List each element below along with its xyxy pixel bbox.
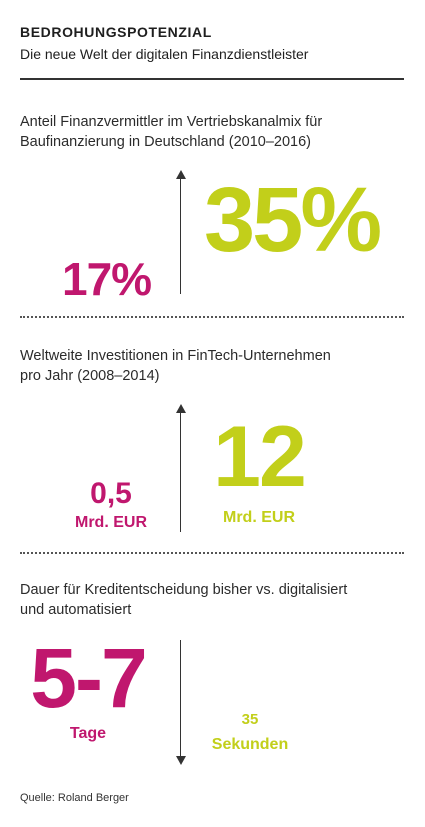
section-3-after-value: 35 [241,711,259,728]
source-note: Quelle: Roland Berger [20,792,129,804]
page-title: BEDROHUNGSPOTENZIAL [20,24,212,40]
section-3-before-unit: Tage [69,725,107,742]
section-1-before-value: 17% [62,253,152,305]
section-3-description: Dauer für Kreditentscheidung bisher vs. … [20,580,410,620]
section-2-description: Weltweite Investitionen in FinTech-Unter… [20,346,410,386]
section-1-description-line-1: Anteil Finanzvermittler im Vertriebskana… [20,114,323,130]
page-subtitle: Die neue Welt der digitalen Finanzdienst… [20,46,309,62]
arrow-up-icon [176,170,186,179]
section-2-before-unit: Mrd. EUR [75,514,147,531]
section-2-axis-line [180,412,181,532]
section-3-description-line-2: und automatisiert [20,602,132,618]
section-3-description-line-1: Dauer für Kreditentscheidung bisher vs. … [20,582,348,598]
arrow-up-icon [176,404,186,413]
section-divider-2 [20,552,404,554]
section-2-after-unit: Mrd. EUR [223,509,295,526]
header-divider [20,78,404,80]
section-1-axis-line [180,178,181,294]
section-divider-1 [20,316,404,318]
section-2-description-line-2: pro Jahr (2008–2014) [20,368,160,384]
section-1-description: Anteil Finanzvermittler im Vertriebskana… [20,112,410,152]
section-1-after-value: 35% [204,169,382,271]
section-2-before-value: 0,5 [90,477,132,510]
section-2-description-line-1: Weltweite Investitionen in FinTech-Unter… [20,348,331,364]
section-1-description-line-2: Baufinanzierung in Deutschland (2010–201… [20,134,312,150]
section-2-after-value: 12 [213,409,307,505]
arrow-down-icon [176,756,186,765]
section-3-after-unit: Sekunden [211,736,289,753]
section-3-axis-line [180,640,181,758]
section-3-before-value: 5-7 [30,631,147,725]
